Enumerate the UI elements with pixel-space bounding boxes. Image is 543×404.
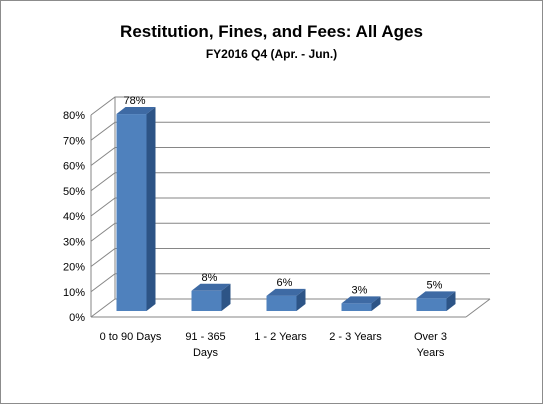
gridline <box>90 197 490 217</box>
x-tick-label: 2 - 3 Years <box>329 331 382 343</box>
bar-top <box>191 283 231 291</box>
bar-front <box>341 303 372 311</box>
bar-front <box>191 290 222 311</box>
gridline <box>90 96 490 116</box>
bar-side <box>221 283 231 311</box>
bar-top <box>416 291 456 299</box>
bar <box>416 291 456 311</box>
bar-side <box>296 288 306 311</box>
bar-top <box>341 296 381 304</box>
bar-front <box>266 295 297 311</box>
y-tick-label: 70% <box>63 135 85 147</box>
bar-side <box>446 291 456 311</box>
x-tick-label: Days <box>193 347 219 359</box>
bar-front <box>416 298 447 311</box>
bar-side <box>371 296 381 311</box>
data-label: 8% <box>202 272 218 284</box>
y-tick-label: 0% <box>69 312 85 324</box>
x-tick-label: 1 - 2 Years <box>254 331 307 343</box>
bar <box>266 288 306 311</box>
x-tick-label: 0 to 90 Days <box>100 331 162 343</box>
y-tick-label: 20% <box>63 262 85 274</box>
x-tick-label: Over 3 <box>414 331 447 343</box>
data-label: 5% <box>427 279 443 291</box>
bar-top <box>116 107 156 115</box>
data-label: 6% <box>277 277 293 289</box>
y-tick-label: 60% <box>63 161 85 173</box>
gridline <box>90 273 490 293</box>
gridline <box>90 121 490 141</box>
floor-edge <box>465 298 491 318</box>
gridline <box>90 248 490 267</box>
gridline <box>90 222 490 242</box>
x-tick-label: 91 - 365 <box>185 331 225 343</box>
gridline <box>90 172 490 192</box>
chart-title: Restitution, Fines, and Fees: All Ages <box>120 22 423 41</box>
bar-front <box>116 114 147 311</box>
y-tick-label: 30% <box>63 236 85 248</box>
bar-side <box>146 107 156 311</box>
y-tick-label: 80% <box>63 110 85 122</box>
data-label: 78% <box>123 95 145 107</box>
data-label: 3% <box>352 284 368 296</box>
bar <box>341 296 381 311</box>
gridline <box>90 147 490 166</box>
data-labels: 78% 8% 6% 3% 5% <box>123 95 442 296</box>
y-tick-label: 10% <box>63 287 85 299</box>
bars <box>116 107 456 311</box>
y-tick-label: 40% <box>63 211 85 223</box>
x-axis-ticks: 0 to 90 Days 91 - 365 Days 1 - 2 Years 2 - 3… <box>100 331 447 359</box>
y-tick-label: 50% <box>63 186 85 198</box>
x-tick-label: Years <box>417 347 445 359</box>
bar <box>191 283 231 311</box>
bar-top <box>266 288 306 296</box>
y-axis-ticks: 0% 10% 20% 30% 40% 50% 60% 70% 80% <box>63 110 85 324</box>
chart-subtitle: FY2016 Q4 (Apr. - Jun.) <box>205 47 338 61</box>
bar <box>116 107 156 311</box>
